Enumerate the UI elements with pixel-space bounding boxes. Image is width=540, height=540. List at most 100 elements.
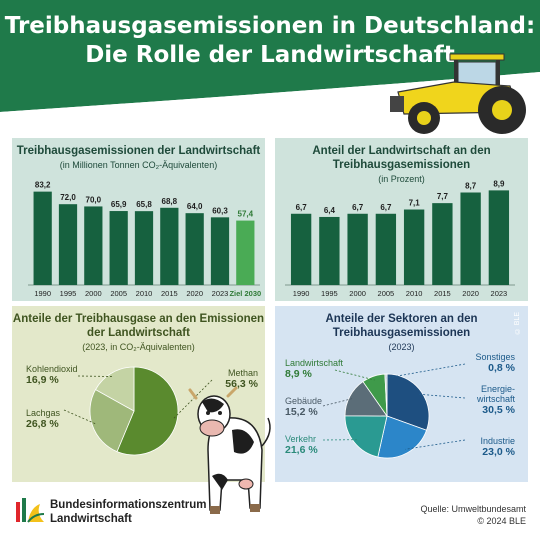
- leader-line: [63, 409, 97, 425]
- header-banner: [0, 0, 540, 112]
- bar-2020: [185, 213, 204, 285]
- bar-2000: [84, 206, 103, 285]
- bar-2005: [375, 213, 397, 285]
- bar-2015: [160, 207, 179, 285]
- pie-label-name: wirtschaft: [476, 394, 516, 404]
- emissions-bar-chart: 83,2 1990 72,0 1995 70,0 2000 65,9 2005 65,8 2010…: [28, 181, 261, 298]
- x-tick-label: 2005: [110, 289, 127, 298]
- pie-label-value: 56,3 %: [225, 378, 258, 390]
- x-tick-label: 2000: [85, 289, 102, 298]
- pie-label-value: 16,9 %: [26, 374, 59, 386]
- bar-value-label: 60,3: [212, 206, 228, 215]
- panel-2-subtitle: (in Prozent): [378, 174, 425, 184]
- bar-2010: [134, 211, 154, 285]
- bar-value-label: 7,1: [409, 199, 421, 208]
- leader-line: [172, 379, 213, 420]
- panel-3-subtitle: (2023, in CO₂-Äquivalenten): [82, 342, 195, 352]
- title-line-1: Treibhausgasemissionen in Deutschland:: [4, 13, 536, 39]
- share-bar-chart: 6,7 1990 6,4 1995 6,7 2000 6,7 2005 7,1 2010 7,7 20…: [285, 179, 515, 298]
- pie-label-name: Landwirtschaft: [285, 358, 344, 368]
- source-note: Quelle: Umweltbundesamt © 2024 BLE: [420, 504, 526, 526]
- bar-2023: [488, 190, 510, 285]
- bar-value-label: 8,7: [465, 182, 477, 191]
- cow-illustration: [188, 386, 271, 514]
- panel-sector-shares: Anteile der Sektoren an den Treibhausgas…: [275, 306, 528, 482]
- leader-line: [334, 369, 375, 381]
- x-tick-label: 2023: [491, 289, 508, 298]
- bar-1995: [319, 216, 340, 285]
- panel-2-title: Anteil der Landwirtschaft an den Treibha…: [275, 144, 528, 186]
- bar-value-label: 65,9: [111, 200, 127, 209]
- pie-label-name: Sonstiges: [475, 352, 515, 362]
- pie-label-value: 26,8 %: [26, 418, 59, 430]
- organization-name: Bundesinformationszentrum Landwirtschaft: [50, 499, 207, 525]
- pie-slice-verkehr: [344, 415, 388, 458]
- vertical-copyright: © BLE: [514, 312, 521, 335]
- bar-value-label: 72,0: [60, 193, 76, 202]
- x-tick-label: 2015: [434, 289, 451, 298]
- x-tick-label: 2020: [186, 289, 203, 298]
- pie-label-value: 30,5 %: [482, 404, 515, 416]
- panel-1-title: Treibhausgasemissionen der Landwirtschaf…: [12, 144, 265, 172]
- x-tick-label: 1995: [321, 289, 338, 298]
- bar-2005: [109, 211, 128, 285]
- x-tick-label: 2010: [406, 289, 423, 298]
- pie-label-name: Kohlendioxid: [26, 364, 78, 374]
- x-tick-label: 2020: [462, 289, 479, 298]
- bar-1990: [33, 191, 52, 285]
- x-tick-label: Ziel 2030: [229, 289, 261, 298]
- bar-value-label: 65,8: [136, 200, 152, 209]
- bar-value-label: 83,2: [35, 181, 51, 190]
- bar-2020: [460, 192, 481, 285]
- pie-label-value: 15,2 %: [285, 406, 318, 418]
- leader-line: [385, 363, 466, 379]
- pie-label-name: Gebäude: [285, 396, 322, 406]
- x-tick-label: 2010: [136, 289, 153, 298]
- bar-value-label: 6,7: [296, 203, 308, 212]
- pie-label-value: 23,0 %: [482, 446, 515, 458]
- title-line-2: Die Rolle der Landwirtschaft: [85, 42, 455, 68]
- panel-3-title: Anteile der Treibhausgase an den Emissio…: [12, 313, 265, 352]
- pie-label-name: Energie-: [481, 384, 515, 394]
- bar-2023: [210, 217, 230, 285]
- bar-value-label: 68,8: [162, 197, 178, 206]
- bar-value-label: 6,7: [352, 203, 364, 212]
- panel-agriculture-share: Anteil der Landwirtschaft an den Treibha…: [275, 138, 528, 301]
- bar-value-label: 64,0: [187, 202, 203, 211]
- bar-1995: [58, 204, 78, 285]
- pie-label-name: Methan: [228, 368, 258, 378]
- x-tick-label: 1995: [60, 289, 77, 298]
- pie-slice-kohlendioxid: [95, 366, 135, 412]
- bar-value-label: 6,4: [324, 206, 336, 215]
- leader-line: [322, 397, 354, 407]
- bar-value-label: 8,9: [493, 179, 505, 188]
- bar-2015: [432, 203, 453, 285]
- x-tick-label: 1990: [293, 289, 310, 298]
- pie-slice-energie-wirtschaft: [386, 373, 430, 431]
- pie-label-value: 0,8 %: [488, 362, 516, 374]
- panel-emissions-agriculture: Treibhausgasemissionen der Landwirtschaf…: [12, 138, 265, 301]
- pie-slice-methan: [116, 366, 179, 456]
- bar-value-label: 70,0: [86, 195, 102, 204]
- bar-ziel-2030: [236, 220, 255, 285]
- bar-value-label: 7,7: [437, 192, 449, 201]
- panel-4-subtitle: (2023): [388, 342, 415, 352]
- x-tick-label: 2023: [212, 289, 229, 298]
- pie-slice-industrie: [377, 415, 428, 459]
- pie-slice-sonstiges: [384, 373, 388, 417]
- x-tick-label: 2000: [349, 289, 366, 298]
- leader-line: [77, 375, 114, 377]
- panel-1-subtitle: (in Millionen Tonnen CO₂-Äquivalenten): [59, 160, 218, 170]
- bar-1990: [290, 213, 312, 285]
- bar-2000: [347, 213, 368, 285]
- pie-label-name: Verkehr: [285, 434, 316, 444]
- x-tick-label: 2005: [378, 289, 395, 298]
- x-tick-label: 2015: [161, 289, 178, 298]
- pie-label-name: Lachgas: [26, 408, 61, 418]
- bar-value-label: 57,4: [238, 210, 254, 219]
- pie-label-value: 8,9 %: [285, 368, 313, 380]
- tractor-illustration: [390, 53, 526, 134]
- ble-logo: [14, 496, 46, 526]
